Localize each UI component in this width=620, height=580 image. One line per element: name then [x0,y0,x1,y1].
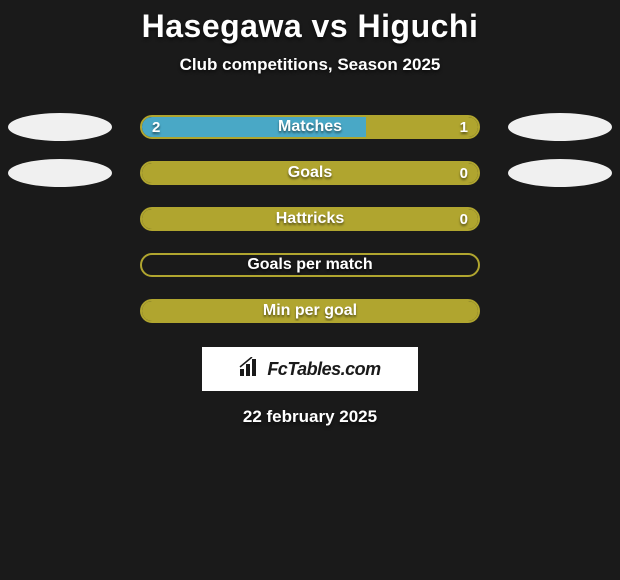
stat-value-a: 2 [142,117,170,137]
player-a-marker [8,113,112,141]
bar-chart-icon [239,357,261,382]
page-subtitle: Club competitions, Season 2025 [0,55,620,75]
brand-logo: FcTables.com [202,347,418,391]
stat-label: Goals [142,163,478,183]
stat-bar: Matches2 1 [140,115,480,139]
brand-name: FcTables.com [267,359,380,380]
stat-label: Matches [142,117,478,137]
stat-row: Goals0 [0,161,620,185]
stat-value-b: 1 [450,117,478,137]
comparison-card: Hasegawa vs Higuchi Club competitions, S… [0,0,620,427]
stat-label: Goals per match [142,255,478,275]
player-b-marker [508,113,612,141]
stat-bar: Min per goal [140,299,480,323]
page-title: Hasegawa vs Higuchi [0,8,620,45]
stat-row: Goals per match [0,253,620,277]
date-label: 22 february 2025 [0,407,620,427]
stat-label: Min per goal [142,301,478,321]
stat-label: Hattricks [142,209,478,229]
player-a-marker [8,159,112,187]
stat-bar: Goals per match [140,253,480,277]
stat-bar: Hattricks0 [140,207,480,231]
stat-value-b: 0 [450,163,478,183]
stat-row: Matches2 1 [0,115,620,139]
stat-bar: Goals0 [140,161,480,185]
stat-rows: Matches21Goals0Hattricks0Goals per match… [0,115,620,323]
player-b-marker [508,159,612,187]
stat-value-b: 0 [450,209,478,229]
stat-row: Min per goal [0,299,620,323]
stat-row: Hattricks0 [0,207,620,231]
